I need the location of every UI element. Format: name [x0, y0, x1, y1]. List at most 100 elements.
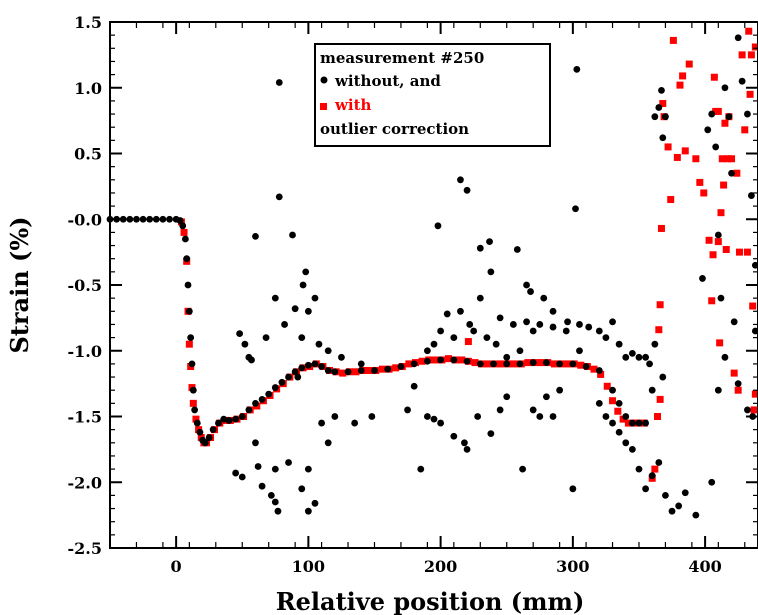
point-without-correction	[529, 359, 537, 366]
point-with-correction	[537, 359, 545, 367]
point-without-correction	[543, 393, 550, 401]
point-without-correction	[225, 417, 233, 424]
point-without-correction	[196, 428, 204, 436]
point-without-correction	[189, 386, 197, 394]
point-without-correction	[184, 281, 192, 289]
point-without-correction	[466, 321, 474, 328]
point-without-correction	[474, 413, 482, 420]
point-without-correction	[595, 367, 603, 374]
point-without-correction	[351, 419, 359, 427]
point-without-correction	[651, 113, 659, 121]
point-without-correction	[536, 321, 544, 328]
point-without-correction	[410, 382, 418, 390]
point-without-correction	[463, 445, 471, 453]
point-without-correction	[651, 340, 659, 348]
point-with-correction	[624, 419, 632, 427]
point-with-correction	[714, 107, 722, 115]
point-with-correction	[676, 81, 684, 89]
point-without-correction	[193, 419, 201, 427]
point-without-correction	[318, 419, 325, 427]
point-without-correction	[357, 360, 365, 368]
point-with-correction	[747, 51, 755, 59]
point-without-correction	[291, 368, 299, 376]
point-without-correction	[404, 406, 411, 414]
point-with-correction	[352, 368, 360, 376]
point-without-correction	[622, 413, 630, 420]
point-with-correction	[524, 359, 532, 367]
point-without-correction	[304, 465, 312, 473]
point-without-correction	[513, 246, 521, 253]
point-without-correction	[463, 357, 471, 365]
point-without-correction	[304, 361, 312, 369]
point-with-correction	[717, 209, 725, 217]
point-without-correction	[496, 406, 504, 414]
point-without-correction	[540, 294, 548, 302]
point-without-correction	[714, 231, 722, 239]
point-with-correction	[733, 169, 741, 177]
point-without-correction	[220, 415, 228, 423]
y-axis-title: Strain (%)	[5, 216, 34, 353]
point-without-correction	[490, 360, 497, 368]
point-with-correction	[392, 364, 400, 372]
point-without-correction	[252, 232, 259, 240]
point-without-correction	[635, 465, 643, 473]
point-without-correction	[602, 334, 610, 341]
point-without-correction	[476, 360, 484, 368]
point-without-correction	[430, 415, 438, 423]
point-without-correction	[324, 439, 332, 447]
point-without-correction	[516, 360, 524, 368]
point-without-correction	[721, 84, 729, 92]
point-without-correction	[615, 428, 623, 436]
point-without-correction	[331, 413, 339, 420]
point-without-correction	[457, 307, 464, 315]
point-with-correction	[724, 155, 732, 163]
y-tick-label: -2.5	[68, 539, 102, 558]
point-with-correction	[741, 126, 749, 134]
point-without-correction	[642, 419, 649, 427]
point-without-correction	[642, 485, 649, 493]
y-tick-label: 1.5	[74, 13, 102, 32]
point-with-correction	[365, 366, 373, 374]
legend-line-measurement: measurement #250	[320, 49, 484, 67]
point-without-correction	[126, 215, 134, 223]
y-tick-label: -2.0	[68, 473, 102, 492]
point-with-correction	[673, 153, 681, 161]
point-without-correction	[487, 268, 495, 276]
point-with-correction	[597, 370, 605, 378]
point-without-correction	[734, 380, 742, 388]
point-without-correction	[271, 384, 279, 391]
x-tick-label: 400	[688, 557, 721, 576]
point-with-correction	[734, 386, 742, 394]
point-without-correction	[628, 445, 636, 453]
point-without-correction	[331, 368, 339, 376]
point-with-correction	[720, 181, 728, 189]
point-without-correction	[191, 406, 199, 414]
point-with-correction	[751, 390, 758, 398]
x-tick-label: 100	[292, 557, 325, 576]
point-without-correction	[549, 323, 557, 331]
point-without-correction	[318, 363, 325, 370]
point-with-correction	[405, 360, 413, 368]
point-with-correction	[751, 43, 758, 51]
point-with-correction	[577, 361, 585, 369]
point-without-correction	[476, 244, 484, 252]
point-with-correction	[700, 189, 708, 197]
point-without-correction	[133, 215, 140, 223]
point-with-correction	[750, 406, 758, 414]
y-tick-label: -1.0	[68, 342, 102, 361]
point-without-correction	[728, 169, 735, 177]
point-without-correction	[523, 281, 530, 289]
y-tick-label: -1.5	[68, 408, 102, 427]
point-without-correction	[254, 463, 262, 470]
point-without-correction	[646, 360, 653, 368]
point-without-correction	[585, 323, 593, 331]
point-with-correction	[189, 399, 197, 407]
point-with-correction	[709, 251, 717, 259]
point-without-correction	[294, 373, 302, 381]
y-tick-label: -0.0	[68, 210, 102, 229]
y-tick-label: -0.5	[68, 276, 102, 295]
point-without-correction	[576, 347, 583, 355]
point-without-correction	[692, 511, 700, 519]
point-without-correction	[275, 79, 283, 86]
point-without-correction	[344, 368, 352, 376]
